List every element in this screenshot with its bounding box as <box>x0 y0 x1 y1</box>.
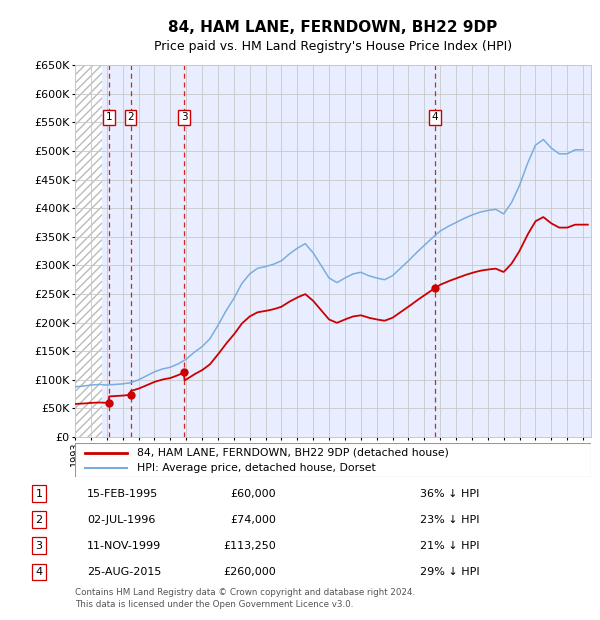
Text: 21% ↓ HPI: 21% ↓ HPI <box>420 541 479 551</box>
Text: 3: 3 <box>181 112 187 122</box>
Text: 84, HAM LANE, FERNDOWN, BH22 9DP (detached house): 84, HAM LANE, FERNDOWN, BH22 9DP (detach… <box>137 448 449 458</box>
Text: 15-FEB-1995: 15-FEB-1995 <box>87 489 158 498</box>
Text: £60,000: £60,000 <box>230 489 276 498</box>
Text: 11-NOV-1999: 11-NOV-1999 <box>87 541 161 551</box>
Text: 3: 3 <box>35 541 43 551</box>
Text: 4: 4 <box>431 112 438 122</box>
Text: Price paid vs. HM Land Registry's House Price Index (HPI): Price paid vs. HM Land Registry's House … <box>154 40 512 53</box>
Text: 1: 1 <box>106 112 112 122</box>
Text: 2: 2 <box>127 112 134 122</box>
Text: £260,000: £260,000 <box>223 567 276 577</box>
Text: £113,250: £113,250 <box>223 541 276 551</box>
Text: 25-AUG-2015: 25-AUG-2015 <box>87 567 161 577</box>
Text: £74,000: £74,000 <box>230 515 276 525</box>
Text: 2: 2 <box>35 515 43 525</box>
Text: 84, HAM LANE, FERNDOWN, BH22 9DP: 84, HAM LANE, FERNDOWN, BH22 9DP <box>169 20 497 35</box>
Text: 36% ↓ HPI: 36% ↓ HPI <box>420 489 479 498</box>
Text: 29% ↓ HPI: 29% ↓ HPI <box>420 567 479 577</box>
Text: Contains HM Land Registry data © Crown copyright and database right 2024.
This d: Contains HM Land Registry data © Crown c… <box>75 588 415 609</box>
Text: 1: 1 <box>35 489 43 498</box>
Text: 02-JUL-1996: 02-JUL-1996 <box>87 515 155 525</box>
Text: 4: 4 <box>35 567 43 577</box>
Text: 23% ↓ HPI: 23% ↓ HPI <box>420 515 479 525</box>
Text: HPI: Average price, detached house, Dorset: HPI: Average price, detached house, Dors… <box>137 463 376 473</box>
Bar <box>102 65 591 437</box>
Bar <box>75 65 102 437</box>
